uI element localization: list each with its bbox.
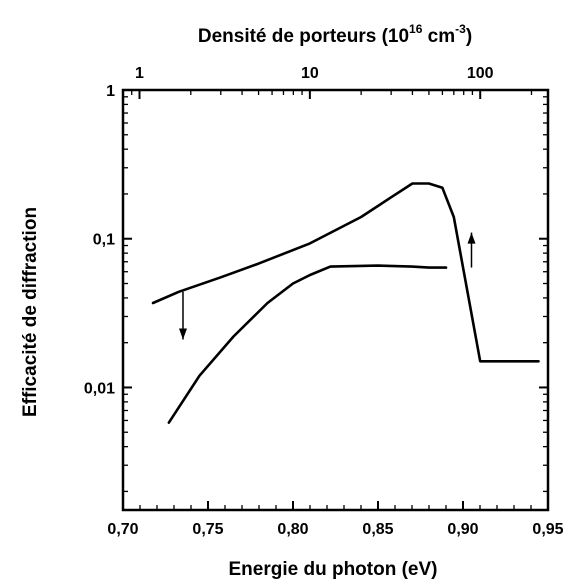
arrow-up-head [467,232,476,244]
bottom-tick-label: 0,95 [532,521,563,538]
plot-frame [121,88,550,512]
y-tick-label: 0,1 [93,232,115,249]
top-tick-label: 1 [135,65,144,82]
axis-tick-labels: 0,70 0,75 0,80 0,85 0,90 0,95 1 10 100 1 0,1 0,01 [84,65,564,538]
y-axis-title: Efficacité de diffraction [20,207,41,417]
bottom-tick-label: 0,80 [277,521,308,538]
bottom-tick-label: 0,70 [107,521,138,538]
series-photon-energy-line [167,264,448,424]
bottom-axis-title: Energie du photon (eV) [229,559,438,580]
top-axis-title-exp2: -3 [455,22,466,36]
top-axis-title: Densité de porteurs (1016 cm-3) [198,22,472,47]
axis-ticks [122,89,549,510]
top-axis-title-exp1: 16 [409,22,423,36]
y-tick-label: 0,01 [84,380,115,397]
top-tick-label: 10 [301,65,319,82]
top-axis-title-main: Densité de porteurs (10 [198,26,409,47]
top-tick-label: 100 [467,65,494,82]
bottom-tick-label: 0,85 [362,521,393,538]
top-axis-title-end: ) [466,26,472,47]
annotation-layer [178,232,476,340]
arrow-down-head [178,328,187,340]
top-axis-title-mid: cm [422,26,455,47]
bottom-tick-label: 0,90 [447,521,478,538]
y-tick-label: 1 [106,83,115,100]
series-carrier-density-line [151,182,540,363]
series-layer [151,182,540,424]
bottom-tick-label: 0,75 [192,521,223,538]
